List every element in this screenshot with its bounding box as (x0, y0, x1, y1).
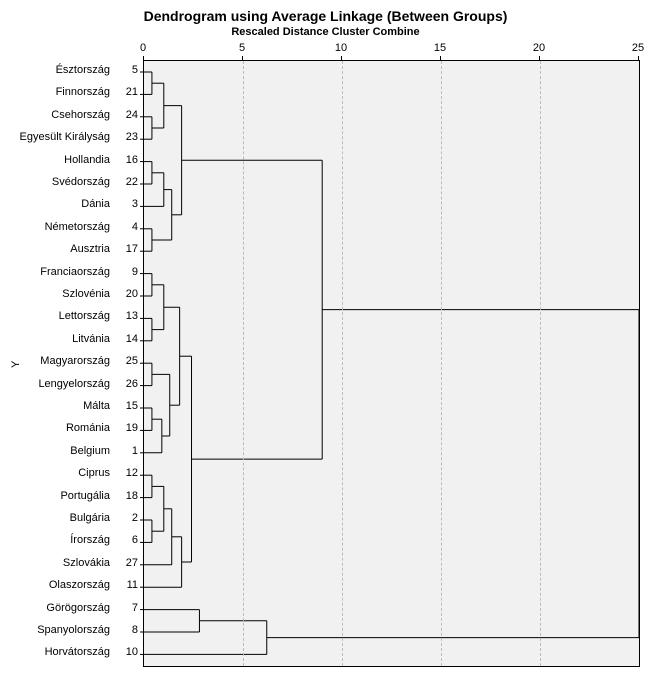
row-label: Ausztria17 (8, 243, 138, 255)
x-tick-label: 5 (227, 42, 257, 54)
x-tick-label: 20 (524, 42, 554, 54)
chart-title: Dendrogram using Average Linkage (Betwee… (8, 8, 643, 24)
row-label: Románia19 (8, 422, 138, 434)
row-label: Lettország13 (8, 310, 138, 322)
x-tick-label: 15 (425, 42, 455, 54)
row-label: Hollandia16 (8, 154, 138, 166)
row-label: Franciaország9 (8, 266, 138, 278)
row-label: Németország4 (8, 221, 138, 233)
row-label: Horvátország10 (8, 646, 138, 658)
row-label: Görögország7 (8, 602, 138, 614)
row-label: Magyarország25 (8, 355, 138, 367)
row-label: Szlovénia20 (8, 288, 138, 300)
row-label: Dánia3 (8, 198, 138, 210)
row-label: Belgium1 (8, 445, 138, 457)
row-label: Olaszország11 (8, 579, 138, 591)
row-label: Egyesült Királyság23 (8, 131, 138, 143)
row-label: Litvánia14 (8, 333, 138, 345)
dendrogram-svg (144, 61, 639, 666)
row-label: Írország6 (8, 534, 138, 546)
row-label: Málta15 (8, 400, 138, 412)
row-label: Ciprus12 (8, 467, 138, 479)
x-tick-label: 10 (326, 42, 356, 54)
row-label: Lengyelország26 (8, 378, 138, 390)
x-tick-label: 0 (128, 42, 158, 54)
chart-subtitle: Rescaled Distance Cluster Combine (8, 26, 643, 38)
row-label: Svédország22 (8, 176, 138, 188)
row-label: Csehország24 (8, 109, 138, 121)
row-label: Finnország21 (8, 86, 138, 98)
row-label: Bulgária2 (8, 512, 138, 524)
x-tick-label: 25 (623, 42, 651, 54)
row-label: Észtország5 (8, 64, 138, 76)
row-label: Portugália18 (8, 490, 138, 502)
plot-area (143, 60, 640, 667)
row-label: Spanyolország8 (8, 624, 138, 636)
row-label: Szlovákia27 (8, 557, 138, 569)
